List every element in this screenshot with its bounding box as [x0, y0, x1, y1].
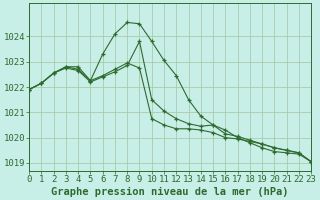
X-axis label: Graphe pression niveau de la mer (hPa): Graphe pression niveau de la mer (hPa)	[52, 186, 289, 197]
